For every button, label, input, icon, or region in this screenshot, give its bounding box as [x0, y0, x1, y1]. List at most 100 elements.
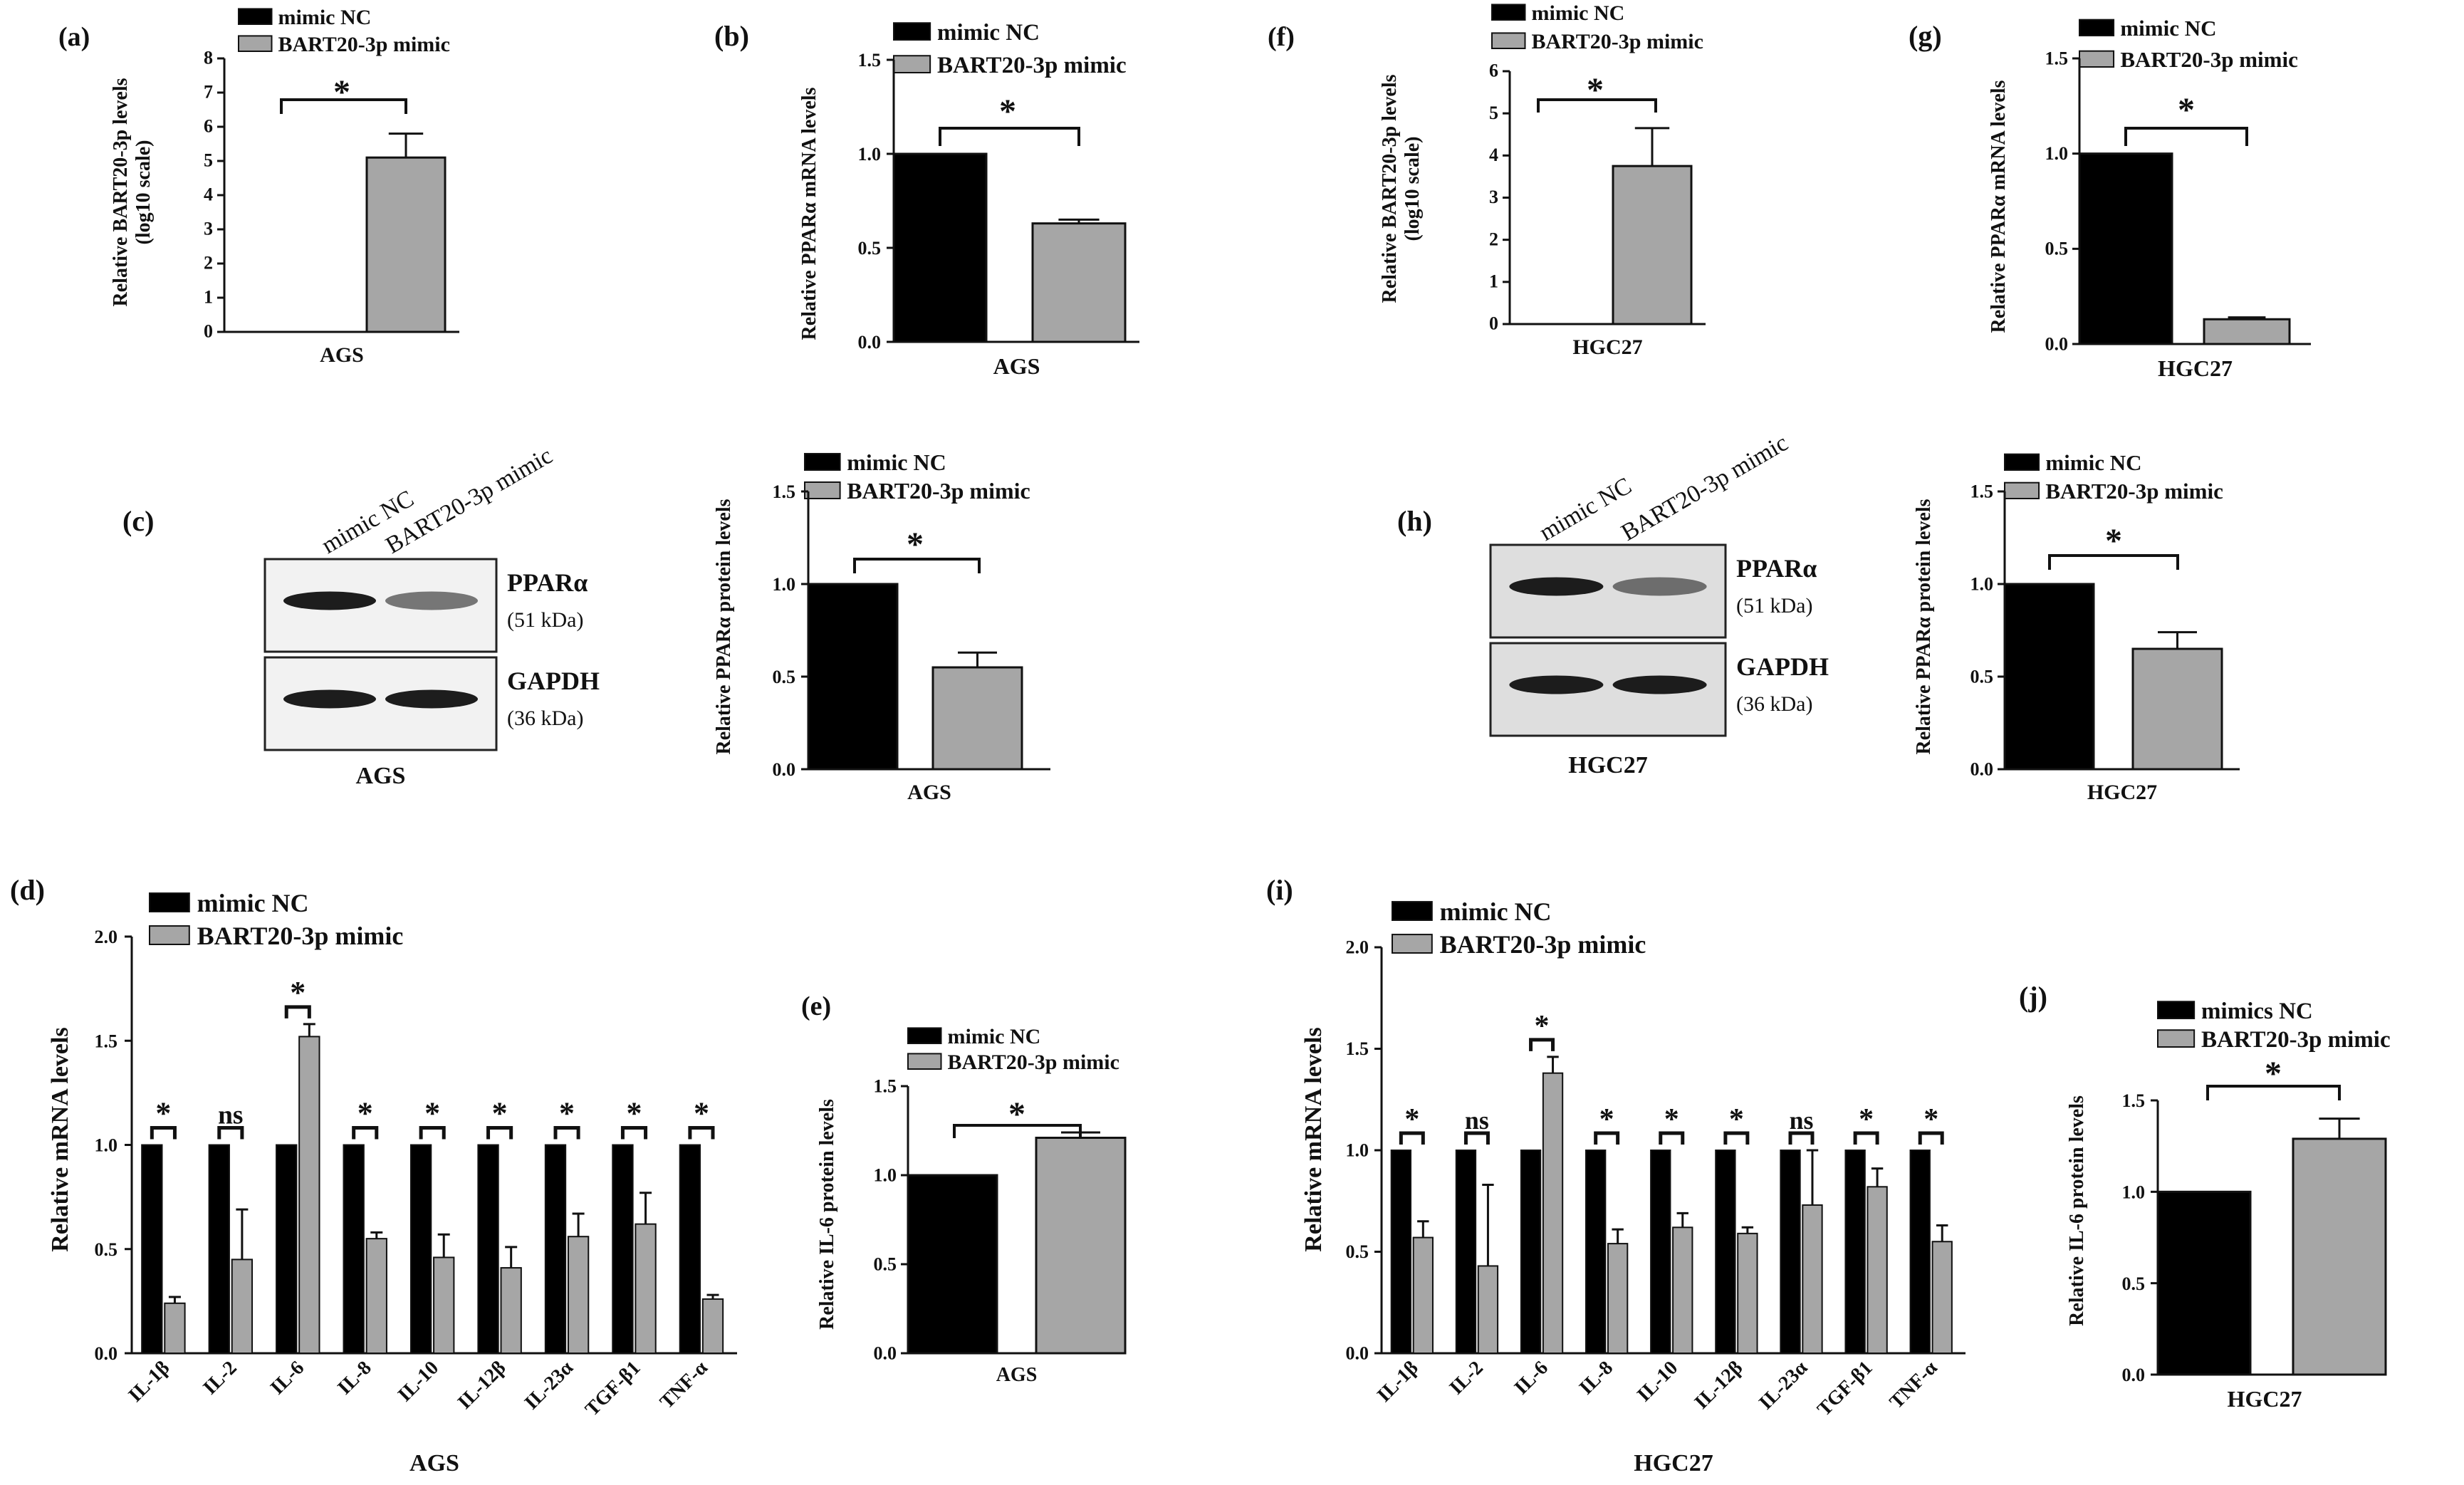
significance-marker: * [492, 1096, 508, 1131]
y-axis-label: Relative IL-6 protein levels [816, 1099, 838, 1330]
significance-marker: * [357, 1096, 373, 1131]
legend-swatch [893, 22, 931, 41]
y-tick-label: 2.0 [95, 927, 118, 947]
y-tick-label: 0.5 [874, 1254, 897, 1274]
protein-band [1509, 675, 1604, 694]
bar-mimic [1607, 1243, 1629, 1354]
y-tick-label: 0 [204, 321, 213, 342]
panel-label: (a) [58, 22, 90, 52]
chart-b: (b) mimic NC BART20-3p mimic 0.0 0.5 1.0 1.5 Re… [714, 20, 1139, 379]
bar-nc [409, 1144, 432, 1354]
y-axis-label: Relative mRNA levels [47, 1027, 73, 1251]
x-tick-label: IL-6 [266, 1357, 308, 1399]
legend-swatch [2157, 1029, 2196, 1048]
y-tick-label: 0.5 [2122, 1273, 2146, 1294]
significance-bracket [953, 1124, 1082, 1138]
significance-bracket [620, 1126, 648, 1140]
protein-name: GAPDH [507, 667, 600, 695]
significance-bracket [2206, 1085, 2341, 1100]
significance-bracket [486, 1126, 513, 1140]
y-tick-label: 2 [1489, 229, 1498, 249]
y-tick-label: 3 [204, 219, 213, 239]
significance-bracket [419, 1126, 446, 1140]
bar-mimic [1612, 165, 1693, 325]
y-axis-label-line: Relative BART20-3p levels [110, 78, 132, 306]
bar-mimic [1477, 1265, 1499, 1354]
protein-name: GAPDH [1736, 652, 1829, 681]
y-tick-label: 2 [204, 253, 213, 273]
x-tick-label: TGF-β1 [581, 1357, 645, 1421]
y-axis-label-line: (log10 scale) [132, 140, 155, 245]
bar-mimic [1931, 1241, 1953, 1354]
bar-nc [343, 1144, 365, 1354]
significance-bracket [1399, 1131, 1425, 1145]
y-tick-label: 1.5 [95, 1031, 118, 1051]
legend-label: mimic NC [847, 449, 946, 475]
bar-mimic [931, 666, 1023, 771]
panel-label: (h) [1397, 505, 1432, 537]
legend-label: BART20-3p mimic [948, 1051, 1119, 1074]
bar-mimic [365, 156, 447, 333]
legend-swatch [804, 452, 841, 471]
legend-swatch [149, 892, 190, 912]
significance-bracket [853, 558, 981, 573]
legend-label: BART20-3p mimic [278, 33, 450, 56]
bar-nc [807, 583, 899, 771]
significance-marker: * [1587, 71, 1604, 109]
bar-nc [1844, 1150, 1866, 1354]
legend-label: BART20-3p mimic [1440, 930, 1646, 959]
y-tick-label: 0.5 [2045, 239, 2069, 259]
y-tick-label: 1.0 [1970, 573, 1994, 594]
legend-label: BART20-3p mimic [2201, 1027, 2391, 1053]
significance-marker: * [155, 1096, 171, 1131]
significance-marker: * [559, 1096, 575, 1131]
significance-marker: * [907, 526, 924, 563]
y-tick-label: 0.0 [858, 332, 882, 353]
y-axis-label: Relative PPARα protein levels [1913, 499, 1935, 754]
significance-marker: * [1008, 1095, 1025, 1133]
legend-label: BART20-3p mimic [847, 478, 1030, 504]
panel-label: (c) [122, 505, 154, 537]
significance-marker: * [2105, 522, 2122, 560]
bar-nc [1715, 1150, 1736, 1354]
x-axis-label: AGS [320, 343, 364, 367]
y-tick-label: 4 [204, 184, 213, 205]
significance-bracket [150, 1126, 177, 1140]
bar-nc [141, 1144, 163, 1354]
y-tick-label: 1.0 [2045, 143, 2069, 164]
significance-bracket [939, 127, 1080, 146]
y-tick-label: 0.5 [773, 667, 796, 687]
significance-marker: * [1923, 1103, 1938, 1136]
bar-mimic [231, 1259, 254, 1354]
bar-nc [2003, 583, 2095, 771]
significance-bracket [1918, 1131, 1944, 1145]
y-axis-label: Relative IL-6 protein levels [2066, 1095, 2088, 1326]
protein-name: PPARα [507, 568, 588, 597]
y-axis-label: Relative mRNA levels [1300, 1027, 1327, 1251]
legend-swatch [804, 481, 841, 500]
significance-marker: * [694, 1096, 709, 1131]
bar-nc [2156, 1190, 2252, 1376]
significance-marker: * [1664, 1103, 1679, 1136]
chart-j: (j) mimics NC BART20-3p mimic 0.0 0.5 1.0 1.5 R… [2019, 981, 2391, 1412]
legend-label: mimics NC [2201, 999, 2313, 1024]
bar-mimic [433, 1256, 455, 1354]
significance-marker: * [2265, 1055, 2282, 1093]
significance-bracket [688, 1126, 715, 1140]
chart-a: (a) mimic NC BART20-3p mimic 0 1 2 3 4 5 6 7 8 Relat… [58, 6, 459, 367]
x-tick-label: IL-8 [1575, 1357, 1617, 1399]
x-tick-label: IL-23α [1755, 1357, 1812, 1414]
bar-mimic [701, 1298, 724, 1354]
significance-marker: * [424, 1096, 440, 1131]
protein-band [283, 689, 376, 709]
x-tick-label: IL-10 [394, 1357, 443, 1406]
y-axis-label: Relative PPARα protein levels [713, 499, 735, 754]
bar-mimic [1867, 1186, 1888, 1355]
y-tick-label: 0.0 [773, 759, 796, 780]
y-tick-label: 1.5 [2045, 48, 2069, 68]
y-axis-label: Relative BART20-3p levels(log10 scale) [110, 78, 155, 306]
bar-nc [477, 1144, 499, 1354]
y-tick-label: 6 [204, 116, 213, 137]
legend-swatch [2157, 1001, 2196, 1019]
